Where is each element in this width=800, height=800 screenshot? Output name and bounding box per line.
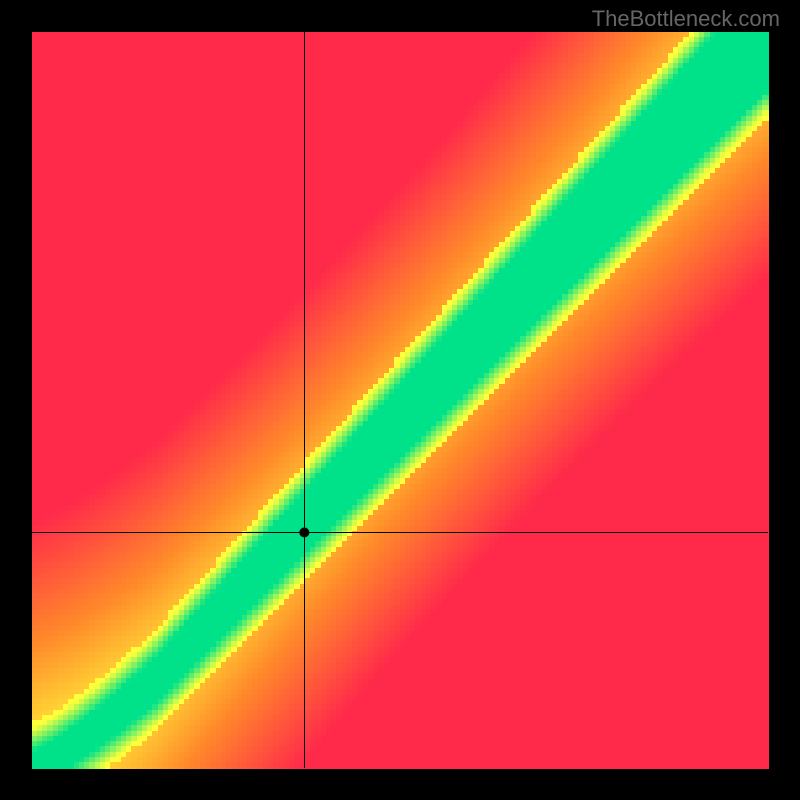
heatmap-canvas bbox=[0, 0, 800, 800]
chart-container: TheBottleneck.com bbox=[0, 0, 800, 800]
watermark-text: TheBottleneck.com bbox=[592, 6, 780, 32]
